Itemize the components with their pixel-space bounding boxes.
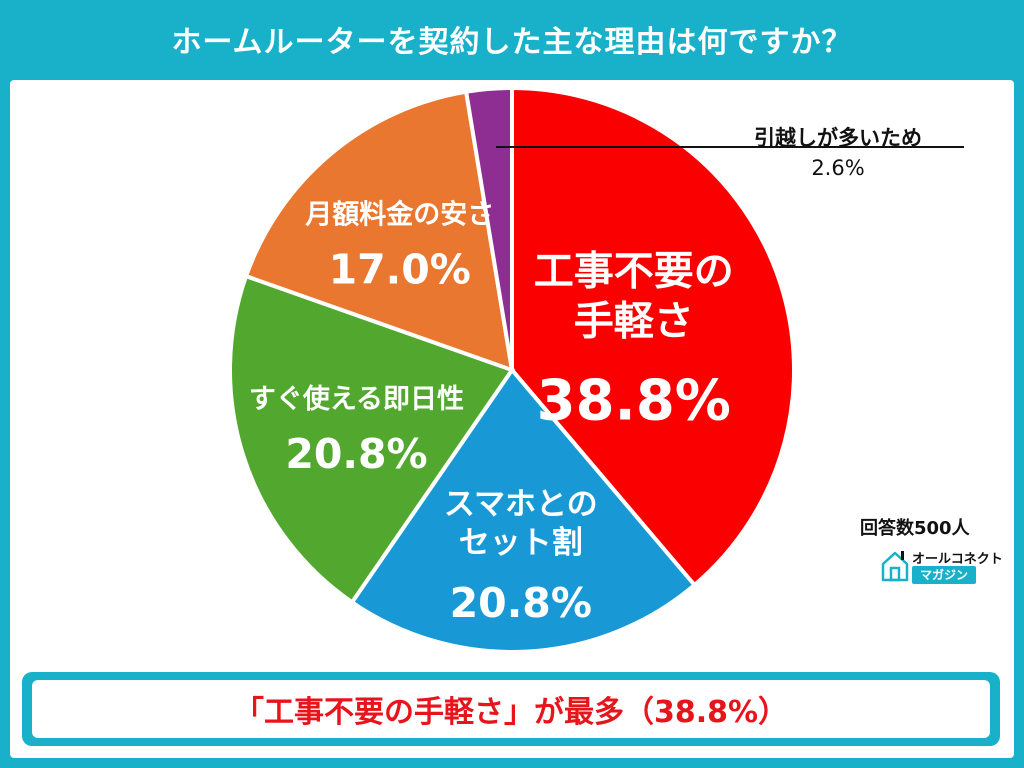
- chart-title: ホームルーターを契約した主な理由は何ですか？: [171, 25, 853, 60]
- sample-size-note: 回答数500人: [860, 518, 970, 539]
- summary-banner: 「工事不要の手軽さ」が最多（38.8%）: [22, 672, 1000, 746]
- slice-label: セット割: [459, 525, 583, 561]
- summary-text: 「工事不要の手軽さ」が最多（38.8%）: [32, 680, 990, 738]
- callout-value: 2.6%: [811, 156, 865, 180]
- slice-label: すぐ使える即日性: [249, 384, 464, 415]
- slice-label: 月額料金の安さ: [304, 199, 494, 231]
- slice-label: 工事不要の: [534, 248, 734, 294]
- pie-slice: [463, 85, 514, 371]
- slice-value-label: 38.8%: [537, 368, 731, 433]
- chart-panel: 工事不要の 手軽さ 38.8% スマホとの セット割 20.8% すぐ使える即日性 20.8%…: [10, 80, 1014, 758]
- callout-label: 引越しが多いため: [754, 126, 922, 150]
- brand-name: オールコネクト: [912, 552, 1003, 567]
- slice-value-label: 20.8%: [450, 579, 592, 627]
- pie-slices: [228, 85, 796, 654]
- slice-value-label: 17.0%: [329, 245, 471, 293]
- pie-slice: [243, 89, 515, 374]
- brand-logo: オールコネクト マガジン: [880, 546, 1003, 586]
- slice-label: 手軽さ: [574, 298, 694, 344]
- slice-value-label: 20.8%: [285, 430, 427, 478]
- pie-slice: [510, 85, 796, 588]
- slice-label: スマホとの: [444, 486, 598, 522]
- pie-slice: [349, 366, 698, 654]
- house-icon: [881, 551, 909, 582]
- brand-subname: マガジン: [912, 566, 977, 584]
- pie-slice: [228, 273, 516, 606]
